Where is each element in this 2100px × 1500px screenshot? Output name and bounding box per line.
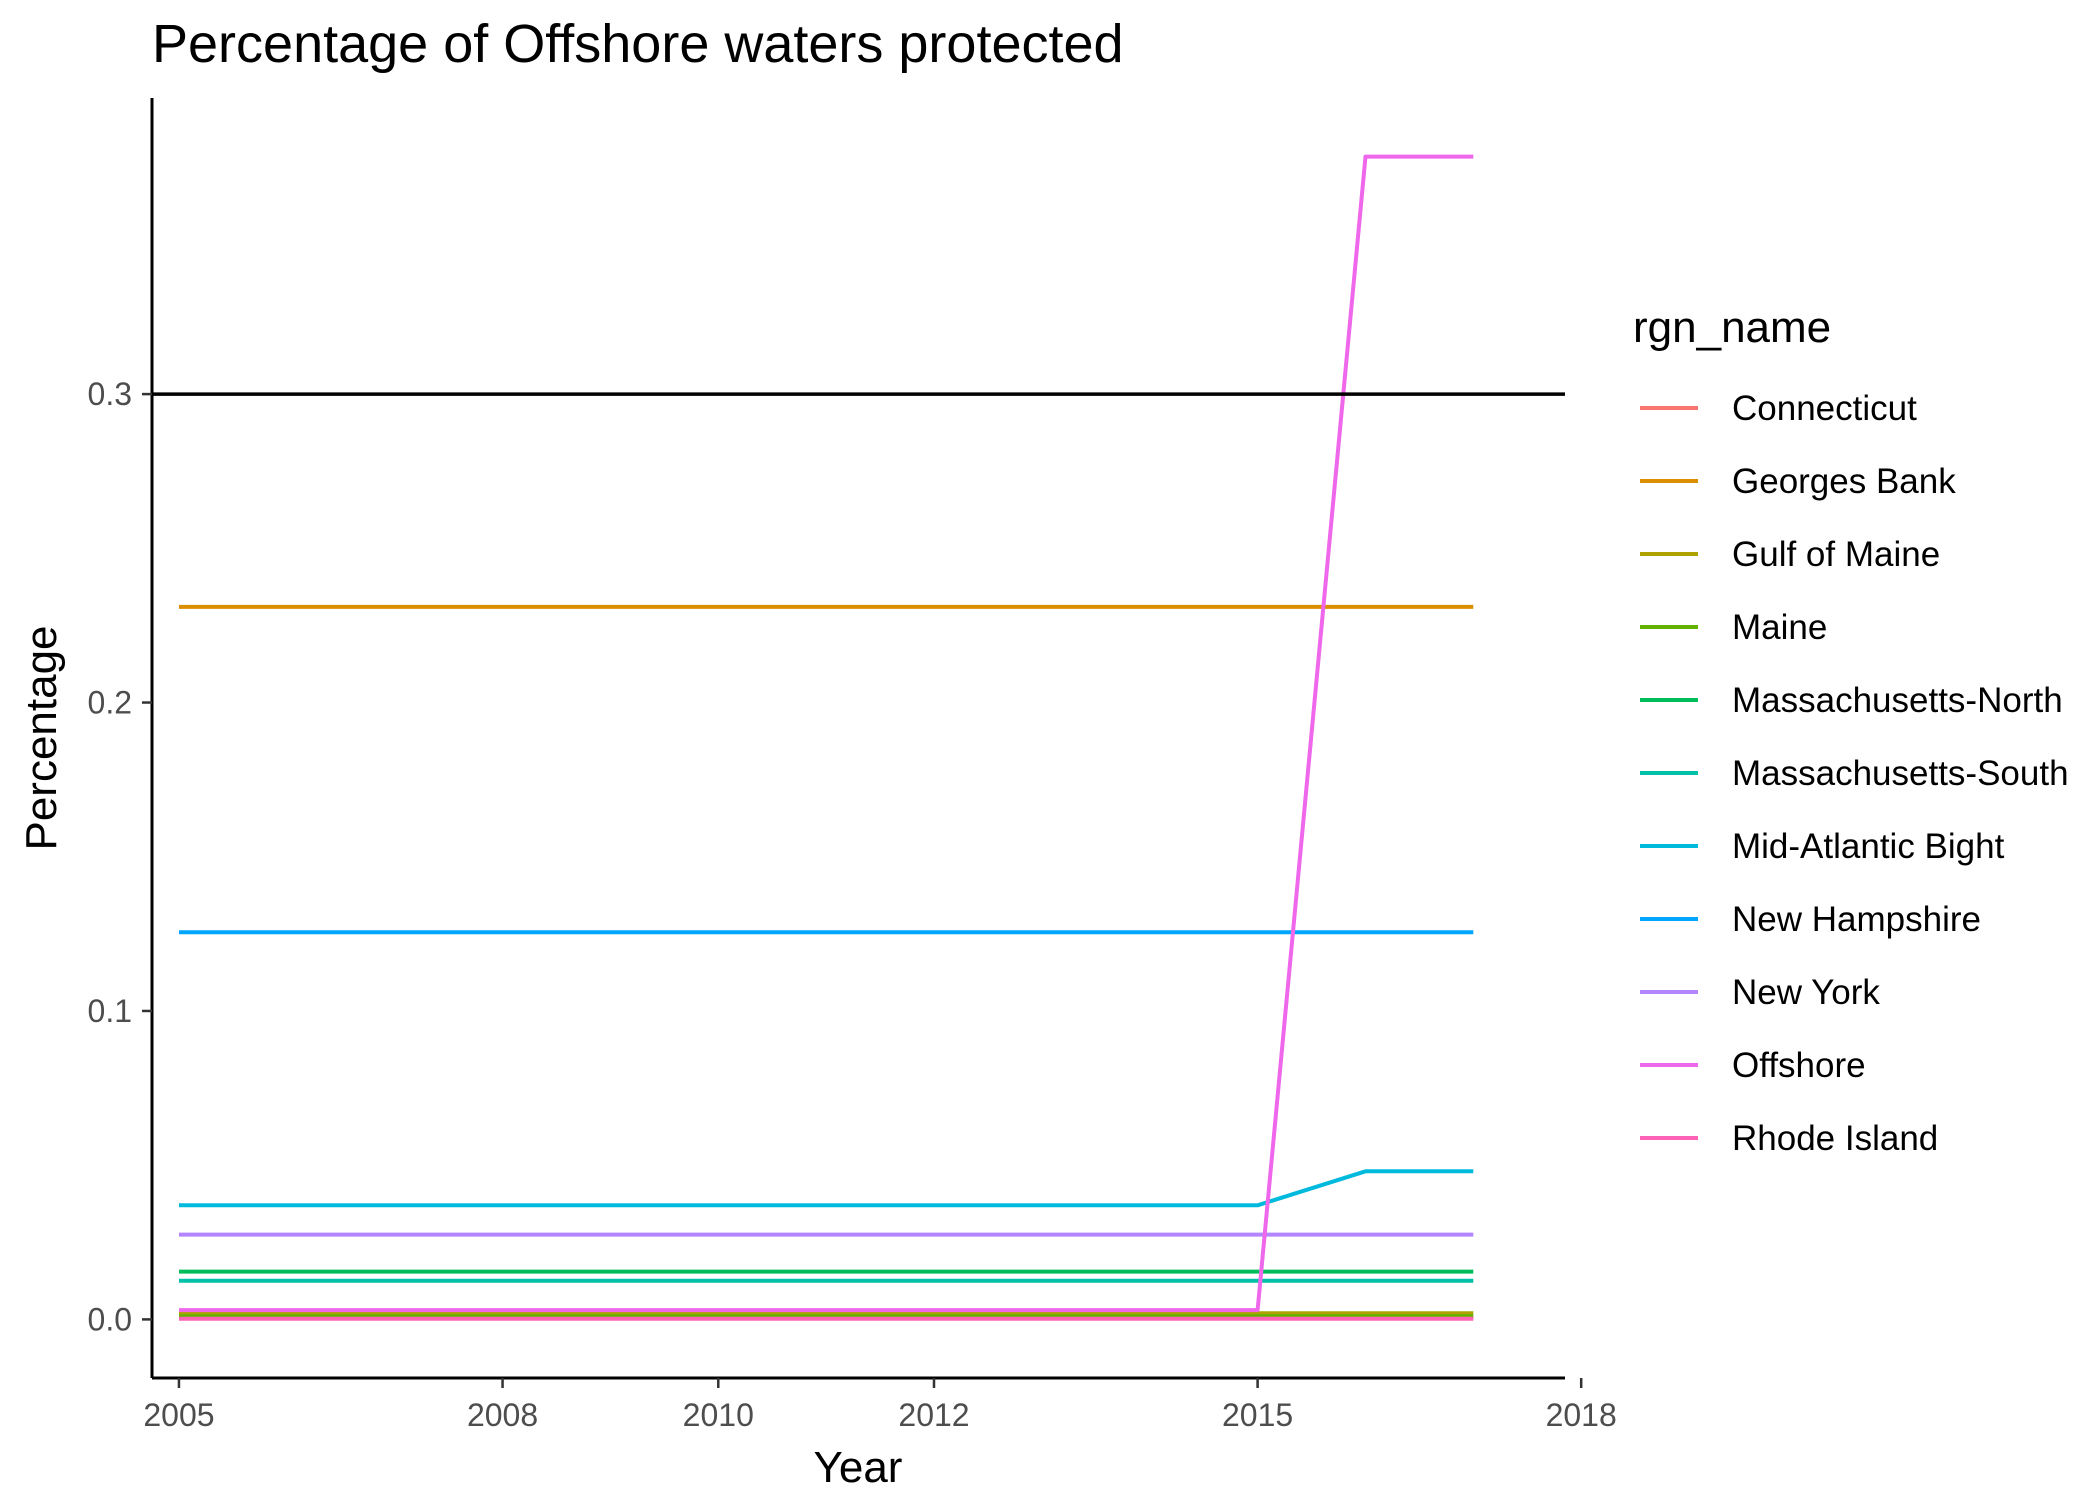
x-tick-label: 2012: [898, 1397, 969, 1433]
x-axis-title: Year: [814, 1443, 903, 1492]
x-tick-label: 2010: [683, 1397, 754, 1433]
legend: rgn_name Connecticut Georges Bank Gulf of …: [1633, 303, 2069, 1158]
legend-label-massachusetts-north: Massachusetts-North: [1732, 681, 2063, 720]
y-tick-label: 0.2: [88, 685, 132, 721]
legend-label-new-york: New York: [1732, 973, 1880, 1012]
x-tick-label: 2018: [1546, 1397, 1617, 1433]
legend-label-rhode-island: Rhode Island: [1732, 1119, 1938, 1158]
y-tick-label: 0.1: [88, 993, 132, 1029]
series-line-mid-atlantic-bight: [179, 1169, 1474, 1208]
legend-label-maine: Maine: [1732, 608, 1827, 647]
legend-label-georges-bank: Georges Bank: [1732, 462, 1956, 501]
legend-label-offshore: Offshore: [1732, 1046, 1866, 1085]
x-tick-label: 2005: [143, 1397, 214, 1433]
legend-label-mid-atlantic-bight: Mid-Atlantic Bight: [1732, 827, 2005, 866]
y-tick-label: 0.0: [88, 1301, 132, 1337]
legend-title: rgn_name: [1633, 303, 1831, 352]
legend-label-connecticut: Connecticut: [1732, 389, 1917, 428]
x-tick-label: 2015: [1222, 1397, 1293, 1433]
legend-label-new-hampshire: New Hampshire: [1732, 900, 1981, 939]
plot-area: [152, 154, 1565, 1321]
chart-title: Percentage of Offshore waters protected: [152, 14, 1124, 74]
y-tick-label: 0.3: [88, 376, 132, 412]
y-axis-title: Percentage: [17, 625, 66, 850]
legend-label-gulf-of-maine: Gulf of Maine: [1732, 535, 1940, 574]
axes: 2005 2008 2010 2012 2015 2018 0.0 0.1 0.2 0.3: [88, 98, 1617, 1433]
x-tick-label: 2008: [467, 1397, 538, 1433]
series-line-offshore: [179, 154, 1474, 1313]
legend-label-massachusetts-south: Massachusetts-South: [1732, 754, 2069, 793]
